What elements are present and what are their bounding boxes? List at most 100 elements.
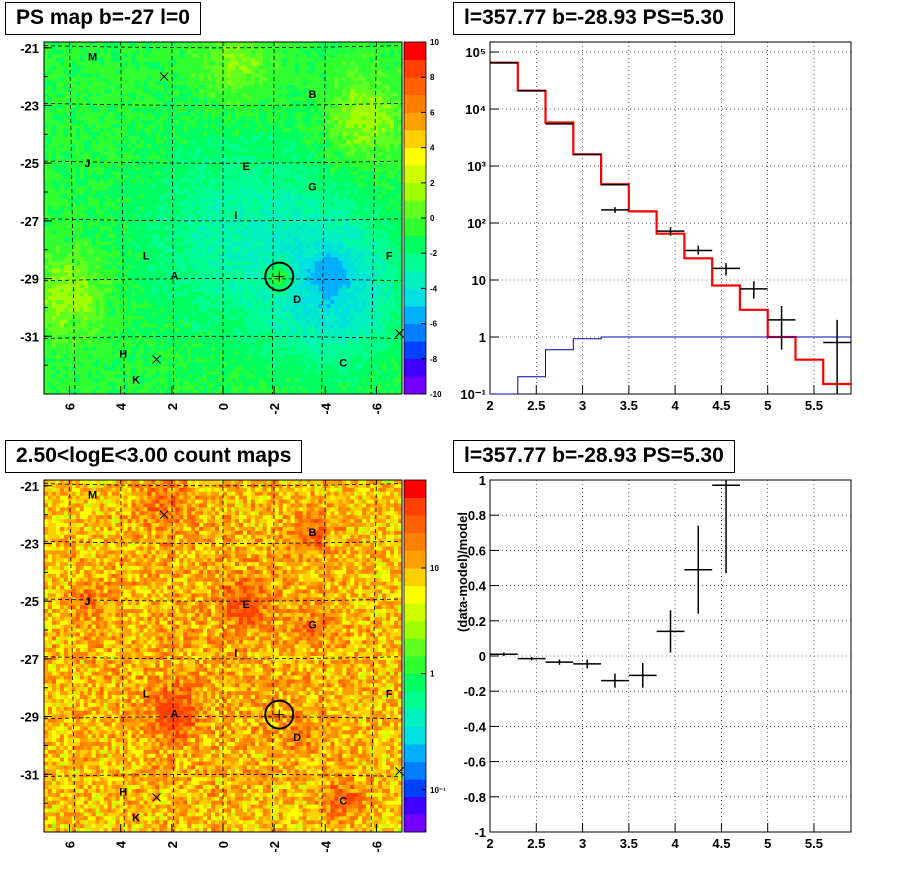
heatmap-pixel [238,69,244,74]
heatmap-pixel [183,202,188,207]
heatmap-pixel [63,155,69,160]
heatmap-pixel [250,100,256,105]
heatmap-pixel [131,319,136,324]
heatmap-pixel [171,112,176,117]
heatmap-pixel [143,382,148,387]
heatmap-pixel [131,147,136,152]
heatmap-pixel [262,85,268,90]
heatmap-pixel [191,131,196,137]
heatmap-pixel [187,96,192,101]
heatmap-pixel [71,128,77,133]
heatmap-pixel [87,382,93,387]
heatmap-pixel [246,245,252,250]
heatmap-pixel [155,96,160,101]
heatmap-pixel [242,143,248,148]
heatmap-pixel [230,57,236,62]
heatmap-pixel [91,374,97,379]
heatmap-pixel [223,390,228,395]
heatmap-pixel [203,49,208,55]
heatmap-pixel [103,268,108,274]
heatmap-pixel [123,343,128,348]
heatmap-pixel [223,362,228,367]
heatmap-pixel [135,304,140,309]
heatmap-pixel [71,108,77,113]
heatmap-pixel [215,257,220,262]
heatmap-pixel [199,382,204,387]
heatmap-pixel [127,362,132,367]
heatmap-pixel [139,100,144,105]
heatmap-pixel [135,77,140,82]
heatmap-pixel [55,315,61,320]
heatmap-pixel [207,81,212,86]
heatmap-pixel [44,85,49,90]
heatmap-pixel [91,69,97,74]
heatmap-pixel [171,65,176,70]
heatmap-pixel [258,253,264,258]
heatmap-pixel [79,323,85,328]
heatmap-pixel [139,85,144,90]
heatmap-pixel [71,331,77,336]
heatmap-pixel [230,339,236,344]
heatmap-pixel [242,42,248,47]
heatmap-pixel [203,284,208,289]
heatmap-pixel [234,108,240,113]
heatmap-pixel [199,218,204,223]
heatmap-pixel [159,296,164,301]
heatmap-pixel [246,347,252,352]
heatmap-pixel [123,69,128,74]
heatmap-pixel [59,155,65,160]
heatmap-pixel [47,390,53,395]
heatmap-pixel [171,382,176,387]
heatmap-pixel [79,374,85,379]
heatmap-pixel [151,390,156,395]
heatmap-pixel [175,221,180,227]
heatmap-pixel [147,124,152,129]
heatmap-pixel [242,85,248,90]
heatmap-pixel [139,272,144,277]
heatmap-pixel [215,42,220,47]
heatmap-pixel [115,42,120,47]
heatmap-pixel [242,374,248,379]
heatmap-pixel [111,69,116,74]
heatmap-pixel [63,65,69,70]
heatmap-pixel [83,264,89,270]
heatmap-pixel [234,171,240,176]
heatmap-pixel [207,233,212,238]
heatmap-pixel [59,124,65,129]
heatmap-pixel [47,120,53,125]
heatmap-pixel [135,147,140,152]
heatmap-pixel [139,182,144,188]
heatmap-pixel [195,163,200,168]
heatmap-pixel [159,108,164,113]
heatmap-pixel [131,81,136,86]
heatmap-pixel [111,88,116,94]
heatmap-pixel [87,186,93,191]
heatmap-pixel [59,362,65,367]
heatmap-pixel [226,288,232,293]
heatmap-pixel [123,264,128,270]
heatmap-pixel [175,96,180,101]
heatmap-pixel [187,139,192,144]
heatmap-pixel [111,386,116,391]
heatmap-pixel [123,81,128,86]
heatmap-pixel [230,194,236,199]
heatmap-pixel [103,120,108,125]
heatmap-pixel [103,237,108,242]
heatmap-pixel [135,69,140,74]
heatmap-pixel [143,366,148,371]
heatmap-pixel [131,343,136,348]
heatmap-pixel [111,323,116,328]
heatmap-pixel [67,194,73,199]
heatmap-pixel [75,221,81,227]
heatmap-pixel [223,311,228,317]
heatmap-pixel [199,241,204,246]
heatmap-pixel [234,147,240,152]
heatmap-pixel [127,261,132,266]
heatmap-pixel [59,343,65,348]
heatmap-pixel [75,135,81,141]
heatmap-pixel [159,350,164,356]
heatmap-pixel [119,390,124,395]
heatmap-pixel [230,311,236,317]
heatmap-pixel [211,42,216,47]
